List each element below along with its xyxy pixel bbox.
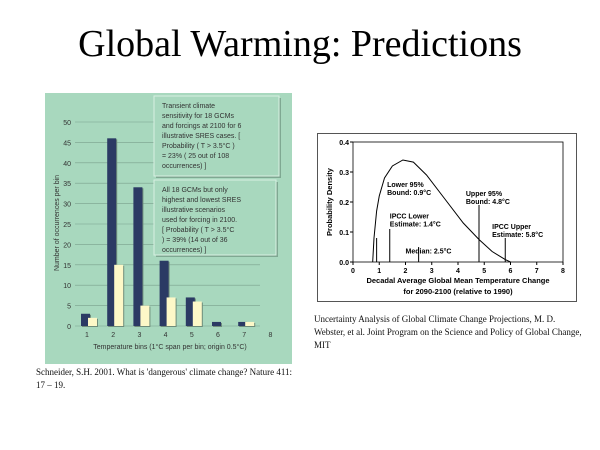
annotation-text: illustrative SRES cases. [ (162, 133, 240, 140)
histogram-chart: 0 5 10 15 20 25 30 35 40 45 50 1 2 3 4 5 6 7 8 Temperature … (45, 93, 292, 364)
y-tick-label: 50 (63, 120, 71, 127)
bar (238, 321, 248, 326)
annotation-text: illustrative scenarios (162, 207, 226, 214)
bar (107, 138, 117, 326)
x-tick-label: 1 (85, 332, 89, 339)
y-tick-label: 10 (63, 283, 71, 290)
y-axis-label: Probability Density (325, 167, 334, 236)
x-tick-label: 5 (482, 268, 486, 275)
annotation-text: Probability ( T > 3.5°C ) (162, 142, 235, 150)
y-tick-label: 0.1 (339, 230, 349, 237)
y-tick-label: 0 (67, 324, 71, 331)
slide-title: Global Warming: Predictions (78, 23, 522, 65)
marker-label: Upper 95% (466, 191, 503, 198)
bar (140, 305, 150, 326)
right-citation: Uncertainty Analysis of Global Climate C… (314, 314, 582, 350)
x-tick-label: 7 (242, 332, 246, 339)
left-citation: Schneider, S.H. 2001. What is 'dangerous… (36, 367, 293, 390)
marker-label: Estimate: 1.4°C (390, 221, 441, 229)
x-tick-label: 6 (216, 332, 220, 339)
marker-label: IPCC Upper (492, 224, 531, 231)
marker-label: Lower 95% (387, 182, 424, 189)
annotation-text: All 18 GCMs but only (162, 187, 228, 194)
y-tick-label: 40 (63, 161, 71, 168)
x-axis-label: Temperature bins (1°C span per bin; orig… (93, 343, 246, 351)
annotation-text: Transient climate (162, 103, 215, 110)
marker-label: Bound: 0.9°C (387, 189, 431, 197)
y-tick-label: 25 (63, 222, 71, 229)
bar (166, 297, 176, 326)
plot-frame (352, 141, 564, 263)
annotation-text: occurrences) ] (162, 163, 206, 170)
x-tick-label: 0 (351, 268, 355, 275)
bar (212, 321, 221, 326)
y-tick-label: 35 (63, 181, 71, 188)
density-curve (372, 159, 511, 263)
bar (192, 301, 202, 326)
y-tick-label: 0.2 (339, 200, 349, 207)
marker-label: Bound: 4.8°C (466, 198, 510, 206)
annotation-box (153, 179, 277, 256)
annotation-text: occurrences) ] (162, 247, 206, 254)
bar (114, 264, 124, 326)
bar (88, 317, 97, 326)
y-tick-label: 0.0 (339, 260, 349, 267)
y-tick-label: 15 (63, 263, 71, 270)
bar (245, 321, 255, 326)
marker-label: Median: 2.5°C (406, 248, 452, 256)
bar (133, 187, 143, 326)
x-tick-label: 8 (268, 332, 272, 339)
x-tick-label: 5 (190, 332, 194, 339)
bar (159, 260, 169, 326)
annotation-text: sensitivity for 18 GCMs (162, 113, 234, 120)
annotation-text: highest and lowest SRES (162, 197, 241, 204)
x-tick-label: 3 (430, 268, 434, 275)
marker-label: Estimate: 5.8°C (492, 231, 543, 239)
probability-density-chart: 0 1 2 3 4 5 6 7 8 0.0 0.1 0.2 0.3 0.4 Lower 95% Bound: … (317, 133, 577, 302)
bar (185, 297, 195, 326)
x-tick-label: 2 (111, 332, 115, 339)
x-tick-label: 2 (404, 268, 408, 275)
x-tick-label: 8 (561, 268, 565, 275)
y-axis-label: Number of occurrences per bin (54, 175, 61, 271)
y-tick-label: 0.4 (339, 140, 349, 147)
bar (81, 313, 90, 326)
x-axis-label: Decadal Average Global Mean Temperature … (366, 276, 549, 285)
x-tick-label: 4 (164, 332, 168, 339)
annotation-box (153, 95, 280, 177)
x-tick-label: 7 (535, 268, 539, 275)
y-tick-label: 45 (63, 140, 71, 147)
annotation-text: used for forcing in 2100. (162, 217, 237, 224)
x-tick-label: 4 (456, 268, 460, 275)
annotation-text: ) = 39% (14 out of 36 (162, 237, 228, 244)
x-tick-label: 6 (509, 268, 513, 275)
annotation-text: [ Probability ( T > 3.5°C (162, 226, 234, 234)
annotation-text: = 23% ( 25 out of 108 (162, 153, 229, 160)
x-tick-label: 1 (377, 268, 381, 275)
annotation-text: and forcings at 2100 for 6 (162, 123, 241, 130)
y-tick-label: 20 (63, 242, 71, 249)
marker-label: IPCC Lower (390, 214, 430, 221)
x-tick-label: 3 (137, 332, 141, 339)
y-tick-label: 0.3 (339, 170, 349, 177)
y-tick-label: 30 (63, 202, 71, 209)
x-axis-label-2: for 2090-2100 (relative to 1990) (403, 287, 513, 296)
y-tick-label: 5 (67, 304, 71, 311)
